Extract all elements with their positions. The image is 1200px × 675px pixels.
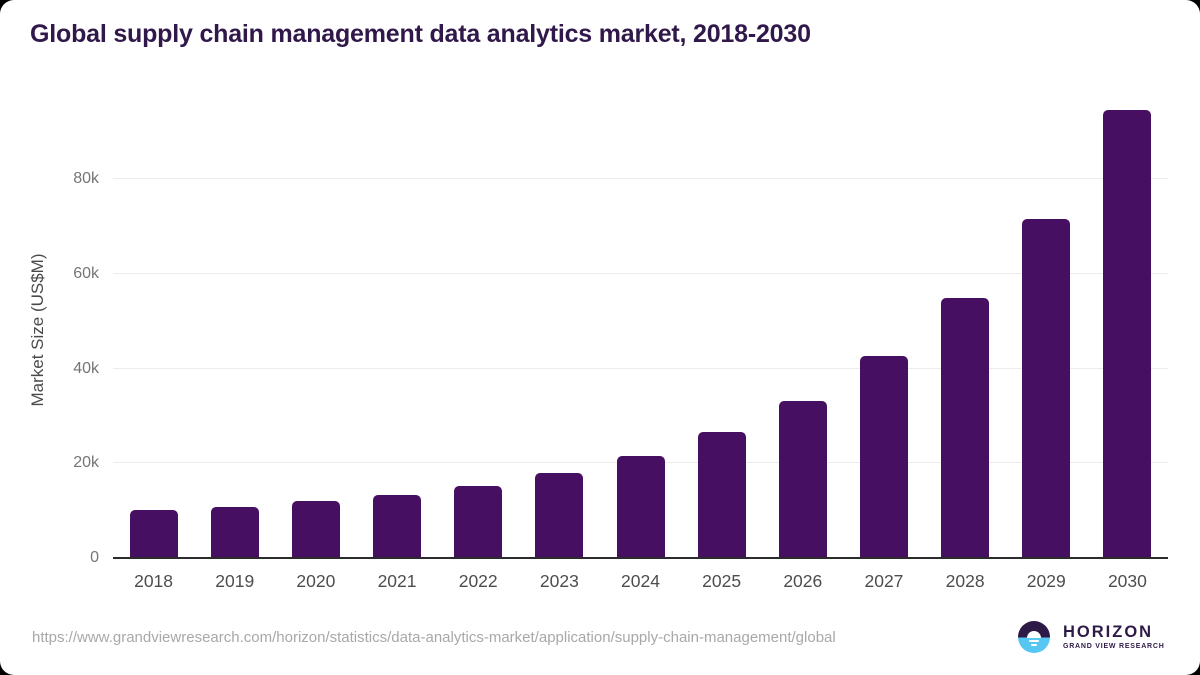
gridline-60k [113, 272, 1168, 274]
x-tick-label-2022: 2022 [458, 571, 498, 591]
horizon-sunrise-icon [1018, 621, 1050, 653]
bar-2019 [210, 506, 259, 557]
x-axis-line [113, 557, 1168, 559]
x-tick-label-2029: 2029 [1026, 571, 1066, 591]
bar-2028 [941, 297, 990, 557]
bar-2018 [129, 509, 178, 557]
x-tick-label-2027: 2027 [864, 571, 904, 591]
bar-2029 [1022, 218, 1071, 557]
x-tick-label-2019: 2019 [215, 571, 255, 591]
gridline-40k [113, 367, 1168, 369]
bar-2020 [291, 501, 340, 557]
x-tick-label-2020: 2020 [296, 571, 336, 591]
x-tick-label-2025: 2025 [702, 571, 742, 591]
x-tick-label-2018: 2018 [134, 571, 174, 591]
chart-title: Global supply chain management data anal… [30, 20, 811, 48]
bar-2030 [1103, 109, 1152, 557]
x-tick-label-2026: 2026 [783, 571, 823, 591]
bar-2023 [535, 472, 584, 557]
y-tick-label-60k: 60k [73, 264, 99, 282]
bar-2025 [697, 431, 746, 557]
bar-2022 [454, 485, 503, 557]
source-url: https://www.grandviewresearch.com/horizo… [32, 629, 836, 646]
sun-shape [1027, 630, 1041, 638]
x-tick-label-2023: 2023 [539, 571, 579, 591]
sun-reflection-line [1029, 640, 1039, 642]
x-tick-label-2030: 2030 [1107, 571, 1147, 591]
y-tick-label-80k: 80k [73, 170, 99, 187]
y-tick-label-40k: 40k [73, 359, 99, 377]
logo-brand: HORIZON [1063, 622, 1154, 641]
x-tick-label-2028: 2028 [945, 571, 985, 591]
gridline-80k [113, 178, 1168, 179]
y-tick-label-0: 0 [90, 549, 99, 566]
x-tick-label-2024: 2024 [621, 571, 660, 591]
bar-2024 [616, 456, 665, 557]
bar-2026 [778, 400, 827, 557]
x-tick-label-2021: 2021 [377, 571, 417, 591]
horizon-logo: HORIZON GRAND VIEW RESEARCH [1018, 621, 1165, 653]
bar-2021 [373, 494, 422, 557]
logo-subbrand: GRAND VIEW RESEARCH [1063, 642, 1165, 650]
logo-text: HORIZON GRAND VIEW RESEARCH [1063, 622, 1165, 651]
sun-reflection-line [1031, 644, 1037, 646]
y-tick-label-20k: 20k [73, 454, 99, 472]
bar-2027 [859, 356, 908, 557]
